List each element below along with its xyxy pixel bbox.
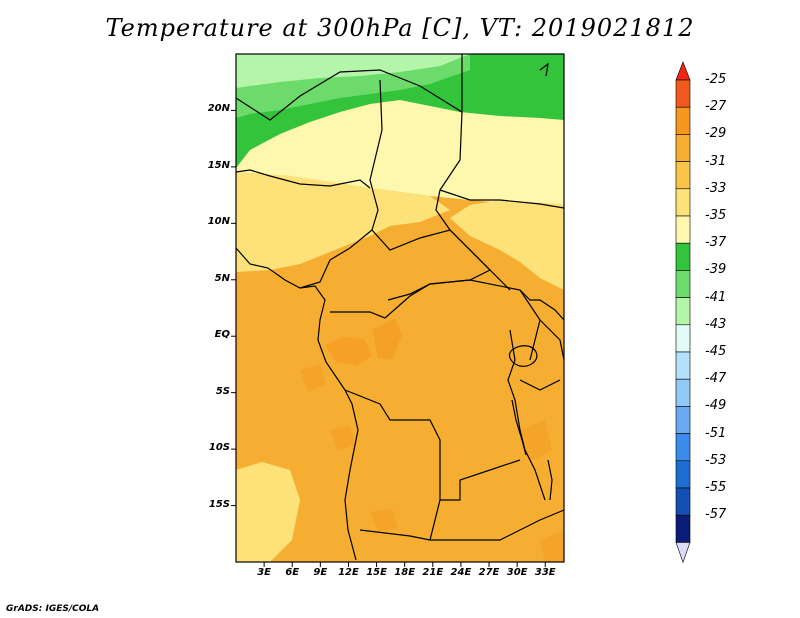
colorbar-swatch xyxy=(675,188,691,217)
lat-label: 10S xyxy=(208,442,230,454)
lon-label: 9E xyxy=(313,567,328,578)
lon-label: 33E xyxy=(534,567,556,578)
colorbar-swatch xyxy=(675,242,691,271)
colorbar-swatch xyxy=(675,406,691,434)
colorbar-swatch xyxy=(675,215,691,244)
lat-label: 20N xyxy=(207,103,230,115)
lon-label: 24E xyxy=(450,567,472,578)
colorbar-swatch xyxy=(675,433,691,462)
lon-label: 12E xyxy=(338,567,359,578)
lon-label: 21E xyxy=(422,567,444,578)
field-patch-warm-2 xyxy=(372,318,402,360)
colorbar-swatch xyxy=(675,324,691,353)
lon-label: 6E xyxy=(285,567,300,578)
colorbar-swatch xyxy=(675,161,691,190)
lat-label: 5S xyxy=(215,385,230,397)
colorbar-label: -37 xyxy=(705,235,727,251)
colorbar-swatch xyxy=(675,297,691,326)
colorbar-swatch xyxy=(675,378,691,407)
colorbar-label: -43 xyxy=(705,316,727,332)
colorbar-label: -31 xyxy=(705,153,727,169)
temperature-field xyxy=(236,54,564,562)
colorbar-swatch xyxy=(675,351,691,380)
colorbar-label: -51 xyxy=(705,425,727,441)
border-lines-south xyxy=(359,499,565,541)
colorbar-label: -53 xyxy=(705,452,727,468)
border-lake-tanganyika xyxy=(511,399,527,456)
border-lines-north xyxy=(235,54,463,121)
border-lines-drc xyxy=(344,389,521,501)
lat-label: 15S xyxy=(208,498,230,510)
lat-label: 15N xyxy=(207,159,230,171)
colorbar-swatch xyxy=(675,270,691,298)
field-region-mild-east xyxy=(450,200,564,290)
field-region-mild xyxy=(236,172,450,272)
lon-label: 27E xyxy=(478,567,500,578)
colorbar-label: -47 xyxy=(705,371,727,387)
colorbar-label: -27 xyxy=(705,99,727,115)
colorbar-label: -29 xyxy=(705,126,727,142)
field-patch-warm-5 xyxy=(370,508,398,532)
colorbar-label: -57 xyxy=(705,507,727,523)
field-patch-warm-3 xyxy=(300,364,326,392)
border-lines-sahel-east xyxy=(439,189,565,209)
grads-credit: GrADS: IGES/COLA xyxy=(6,604,100,614)
colorbar-swatch xyxy=(675,460,691,489)
border-lines-congo xyxy=(330,279,541,361)
lon-label: 3E xyxy=(257,567,271,578)
colorbar-swatch xyxy=(675,79,691,108)
colorbar xyxy=(675,61,691,564)
border-east-africa xyxy=(519,289,565,391)
colorbar-swatch xyxy=(675,134,691,162)
colorbar-bottom-arrow xyxy=(675,542,691,564)
border-lines-car xyxy=(371,229,492,301)
country-borders xyxy=(235,54,565,561)
colorbar-label: -25 xyxy=(705,72,727,87)
colorbar-swatch xyxy=(675,487,691,516)
colorbar-swatch xyxy=(675,514,691,543)
colorbar-label: -45 xyxy=(705,344,727,359)
lat-label: 5N xyxy=(214,272,230,284)
lon-label: 15E xyxy=(366,567,387,578)
lat-label: EQ xyxy=(214,329,230,341)
colorbar-label: -35 xyxy=(705,208,727,223)
field-patch-warm-6 xyxy=(540,530,564,562)
field-patch-warm-1 xyxy=(325,336,372,366)
colorbar-label: -49 xyxy=(705,398,727,414)
border-sahel-line xyxy=(235,169,371,189)
border-nile-east xyxy=(539,62,549,77)
border-coastline-west xyxy=(235,247,359,561)
axis-ticks xyxy=(231,109,546,567)
lon-label: 18E xyxy=(394,567,416,578)
colorbar-label: -41 xyxy=(705,289,727,305)
field-region-mild-south xyxy=(236,462,300,562)
border-lake-malawi xyxy=(547,459,553,501)
lon-label: 30E xyxy=(506,567,528,578)
colorbar-label: -55 xyxy=(705,480,727,495)
colorbar-swatch xyxy=(675,106,691,135)
map-frame xyxy=(235,53,565,563)
field-patch-warm-7 xyxy=(520,420,552,462)
lat-label: 10N xyxy=(207,216,230,228)
field-patch-warm-4 xyxy=(330,425,355,450)
colorbar-label: -39 xyxy=(705,262,727,278)
colorbar-top-arrow xyxy=(675,61,691,81)
map-title: Temperature at 300hPa [C], VT: 201902181… xyxy=(105,14,695,42)
border-lake-victoria xyxy=(508,345,538,367)
colorbar-label: -33 xyxy=(705,180,727,196)
